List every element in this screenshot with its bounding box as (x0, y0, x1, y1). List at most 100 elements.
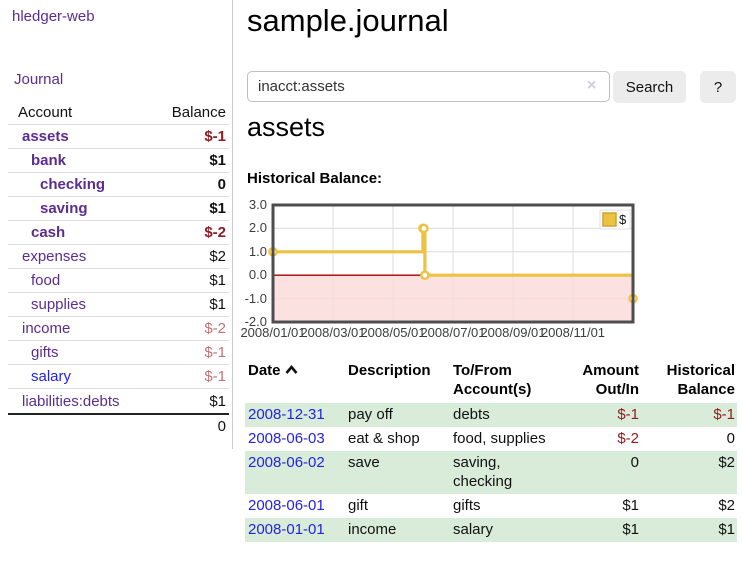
accounts-table-body: assets $-1 bank $1 checking 0 saving $1 cash $-2 e… (8, 125, 229, 413)
account-row: assets $-1 (8, 125, 229, 149)
account-row: salary $-1 (8, 365, 229, 389)
account-link-bank[interactable]: bank (31, 152, 67, 169)
account-link-salary[interactable]: salary (31, 368, 72, 385)
register-header-row: Date Description To/From Account(s) Amou… (245, 361, 737, 403)
account-balance: $1 (209, 272, 226, 289)
register-accounts-cell: debts (450, 403, 555, 427)
sidebar-divider (232, 0, 233, 449)
date-link[interactable]: 2008-06-01 (248, 497, 325, 514)
register-description-cell: eat & shop (348, 430, 420, 447)
date-link[interactable]: 2008-12-31 (248, 406, 325, 423)
register-balance-cell: 0 (726, 430, 735, 447)
page-title: sample.journal (247, 3, 449, 38)
account-row: bank $1 (8, 149, 229, 173)
data-point-marker (419, 223, 429, 234)
account-row: expenses $2 (8, 245, 229, 269)
y-axis-tick-label: 3.0 (248, 197, 267, 212)
x-axis-tick-label: 2008/07/01 (420, 325, 486, 340)
register-accounts-cell: saving, checking (450, 451, 555, 494)
register-description-cell: pay off (345, 403, 450, 427)
app-brand-link[interactable]: hledger-web (12, 8, 95, 25)
account-link-expenses[interactable]: expenses (22, 248, 87, 265)
accounts-table: Account Balance assets $-1 bank $1 checking 0… (8, 100, 229, 437)
date-link[interactable]: 2008-01-01 (248, 521, 325, 538)
register-row: 2008-06-03 eat & shop food, supplies $-2 0 (245, 427, 737, 451)
y-axis-tick-label: 2.0 (248, 220, 267, 236)
register-amount-cell: $-2 (617, 430, 639, 447)
register-row: 2008-12-31 pay off debts $-1 $-1 (245, 403, 737, 427)
register-table: Date Description To/From Account(s) Amou… (245, 361, 737, 542)
account-link-liabilities-debts[interactable]: liabilities:debts (22, 392, 120, 410)
help-button[interactable]: ? (700, 71, 736, 103)
search-input[interactable] (247, 71, 610, 102)
data-point-marker (628, 293, 638, 304)
x-axis-tick-label: 2008/05/01 (360, 325, 426, 340)
account-balance: $2 (209, 248, 226, 265)
y-axis-tick-label: -2.0 (244, 314, 267, 329)
sidebar-item-journal[interactable]: Journal (14, 71, 64, 88)
register-date-cell[interactable]: 2008-06-01 (245, 494, 345, 518)
data-point-marker (268, 247, 278, 257)
sidebar: hledger-web Journal Account Balance asse… (0, 0, 233, 582)
x-axis-tick-label: 2008/01/01 (240, 325, 306, 340)
register-amount-cell: $1 (622, 497, 639, 514)
account-balance: $-2 (204, 320, 226, 337)
column-header-description: Description (348, 362, 431, 379)
account-heading: assets (247, 112, 326, 142)
account-link-income[interactable]: income (22, 320, 71, 337)
account-balance: $-2 (204, 224, 226, 241)
account-balance: $-1 (204, 368, 226, 385)
accounts-total-value: 0 (217, 417, 226, 435)
register-date-cell[interactable]: 2008-06-02 (245, 451, 345, 494)
column-header-accounts: To/From Account(s) (453, 362, 532, 398)
register-balance-cell: $2 (718, 497, 735, 514)
accounts-total-row: 0 (8, 413, 229, 437)
date-link[interactable]: 2008-06-02 (248, 454, 325, 471)
negative-region (273, 275, 633, 322)
account-link-supplies[interactable]: supplies (31, 296, 87, 313)
x-axis-tick-label: 2008/09/01 (480, 325, 546, 340)
account-link-checking[interactable]: checking (40, 176, 106, 193)
register-row: 2008-06-02 save saving, checking 0 $2 (245, 451, 737, 494)
register-row: 2008-06-01 gift gifts $1 $2 (245, 494, 737, 518)
accounts-header-balance: Balance (171, 104, 226, 121)
clear-search-icon[interactable]: × (587, 77, 597, 94)
register-accounts-cell: gifts (453, 497, 481, 514)
search-button[interactable]: Search (613, 71, 686, 103)
y-axis-tick-label: 0.0 (248, 267, 267, 283)
balance-line (273, 226, 635, 299)
account-row: cash $-2 (8, 221, 229, 245)
account-balance: $-1 (204, 128, 226, 145)
account-link-saving[interactable]: saving (40, 200, 88, 217)
register-balance-cell: $2 (641, 451, 737, 494)
account-link-cash[interactable]: cash (31, 224, 66, 241)
x-axis-tick-label: 2008/03/01 (300, 325, 366, 340)
date-header-label: Date (248, 362, 281, 379)
register-date-cell[interactable]: 2008-12-31 (245, 403, 345, 427)
account-link-assets[interactable]: assets (22, 128, 69, 145)
data-point-marker (420, 270, 430, 280)
chart-title: Historical Balance: (247, 170, 383, 187)
account-row: food $1 (8, 269, 229, 293)
register-accounts-cell: salary (450, 518, 555, 542)
chart-plot-area: $ (268, 203, 638, 324)
account-link-food[interactable]: food (31, 272, 61, 289)
register-date-cell[interactable]: 2008-01-01 (245, 518, 345, 542)
register-date-cell[interactable]: 2008-06-03 (245, 427, 345, 451)
account-balance: $-1 (204, 344, 226, 361)
register-row: 2008-01-01 income salary $1 $1 (245, 518, 737, 542)
legend-box (599, 209, 631, 230)
account-balance: $1 (209, 200, 226, 217)
account-row: saving $1 (8, 197, 229, 221)
account-balance: $1 (209, 152, 226, 169)
column-header-date[interactable]: Date (245, 361, 345, 403)
account-row: supplies $1 (8, 293, 229, 317)
account-link-gifts[interactable]: gifts (31, 344, 59, 361)
data-point-marker (418, 223, 428, 234)
date-link[interactable]: 2008-06-03 (248, 430, 325, 447)
accounts-header-account: Account (18, 104, 73, 121)
column-header-amount: Amount Out/In (582, 362, 639, 398)
account-row: liabilities:debts $1 (8, 389, 229, 413)
register-description-cell: gift (348, 497, 369, 514)
register-description-cell: save (345, 451, 450, 494)
